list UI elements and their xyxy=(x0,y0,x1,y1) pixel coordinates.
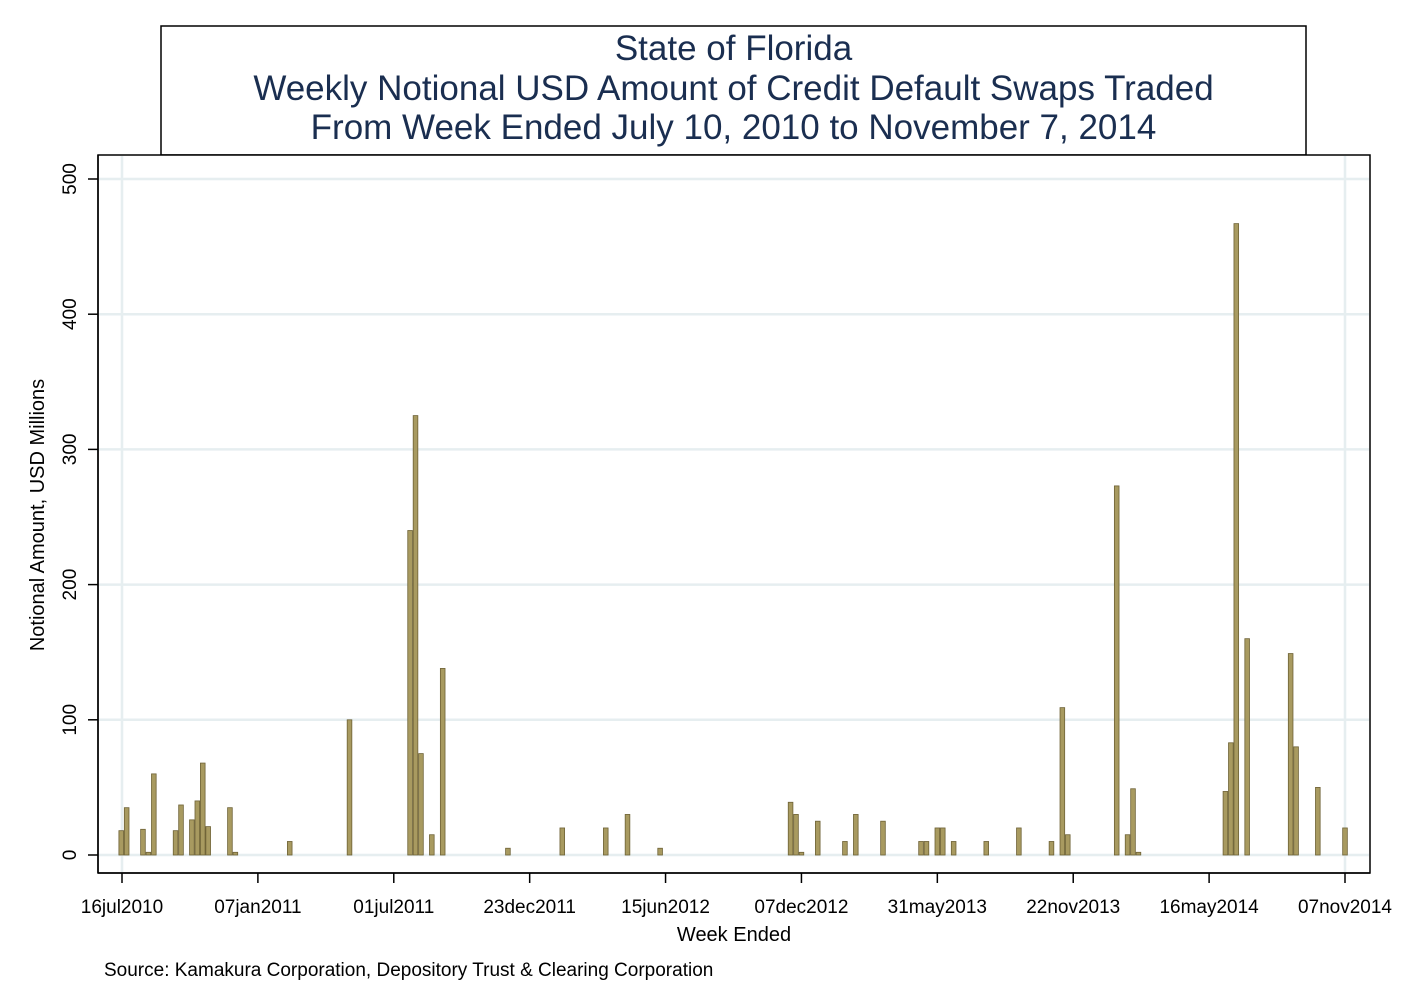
x-tick-label: 07nov2014 xyxy=(1298,897,1392,918)
y-tick-label: 300 xyxy=(60,434,81,466)
bar xyxy=(1065,834,1071,856)
bar xyxy=(145,851,152,856)
chart-title-line-2: Weekly Notional USD Amount of Credit Def… xyxy=(253,69,1213,108)
bar xyxy=(439,668,446,856)
bar xyxy=(657,847,663,856)
bar xyxy=(205,826,211,856)
bar xyxy=(923,841,930,856)
gridlines xyxy=(99,156,1369,872)
x-tick-label: 07dec2012 xyxy=(754,897,848,918)
x-tick-label: 22nov2013 xyxy=(1026,897,1120,918)
y-tick-label: 200 xyxy=(60,569,81,601)
x-axis: 16jul2010 07jan2011 01jul2011 23dec2011 15ju… xyxy=(81,872,1392,918)
bar xyxy=(140,828,146,856)
title-box xyxy=(160,25,1307,156)
bar xyxy=(227,807,233,856)
y-tick-label: 500 xyxy=(60,163,81,195)
bar xyxy=(787,801,794,856)
bar xyxy=(286,841,293,856)
bar xyxy=(1287,653,1294,856)
chart-title-line-3: From Week Ended July 10, 2010 to Novembe… xyxy=(311,108,1157,147)
source-note: Source: Kamakura Corporation, Depository… xyxy=(104,960,713,981)
bar xyxy=(232,851,239,856)
y-axis: 0 100 200 300 400 500 xyxy=(60,155,99,873)
bar xyxy=(1233,223,1240,856)
bar xyxy=(429,834,435,856)
bar xyxy=(1124,834,1131,856)
bar xyxy=(1135,851,1142,856)
bar xyxy=(418,753,424,856)
bar xyxy=(1228,742,1234,856)
bar xyxy=(118,830,124,856)
y-tick-label: 400 xyxy=(60,298,81,330)
bar xyxy=(200,762,206,856)
x-tick-label: 15jun2012 xyxy=(621,897,710,918)
bar xyxy=(1342,827,1348,856)
bar xyxy=(1130,788,1136,856)
bar xyxy=(603,827,609,856)
bar xyxy=(880,820,886,856)
y-axis-title: Notional Amount, USD Millions xyxy=(27,379,49,651)
x-tick-label: 31may2013 xyxy=(888,897,987,918)
bar xyxy=(853,814,859,856)
x-tick-label: 07jan2011 xyxy=(214,897,301,918)
x-axis-title: Week Ended xyxy=(677,924,791,946)
bar xyxy=(842,841,848,856)
x-tick-label: 01jul2011 xyxy=(353,897,434,918)
bar xyxy=(1293,746,1299,856)
bar xyxy=(1016,827,1022,856)
bar xyxy=(793,814,799,856)
chart-title-line-1: State of Florida xyxy=(615,29,853,68)
bar xyxy=(346,719,353,856)
bar xyxy=(172,830,179,856)
plot-frame xyxy=(97,154,1371,874)
bar xyxy=(559,827,566,856)
bar xyxy=(798,851,805,856)
bar xyxy=(178,804,184,856)
bar xyxy=(412,415,419,856)
y-tick-label: 100 xyxy=(60,704,81,736)
bar xyxy=(407,530,413,856)
bar-series xyxy=(118,223,1348,856)
bar xyxy=(123,807,130,856)
x-tick-label: 16jul2010 xyxy=(81,897,163,918)
bar xyxy=(1244,638,1250,856)
bar xyxy=(151,773,157,856)
bar xyxy=(815,820,821,856)
bar xyxy=(983,841,989,856)
y-tick-label: 0 xyxy=(60,850,81,861)
x-tick-label: 16may2014 xyxy=(1159,897,1259,918)
bar xyxy=(624,814,631,856)
bar xyxy=(194,800,201,856)
bar xyxy=(1059,707,1066,856)
bar xyxy=(505,847,511,856)
bar xyxy=(934,827,941,856)
bar xyxy=(1048,841,1055,856)
bar xyxy=(1315,787,1321,856)
bar xyxy=(1222,791,1229,856)
bar xyxy=(1113,485,1120,856)
bar xyxy=(918,841,924,856)
bar xyxy=(189,819,195,856)
bar xyxy=(940,827,946,856)
x-tick-label: 23dec2011 xyxy=(483,897,576,918)
bar xyxy=(950,841,957,856)
